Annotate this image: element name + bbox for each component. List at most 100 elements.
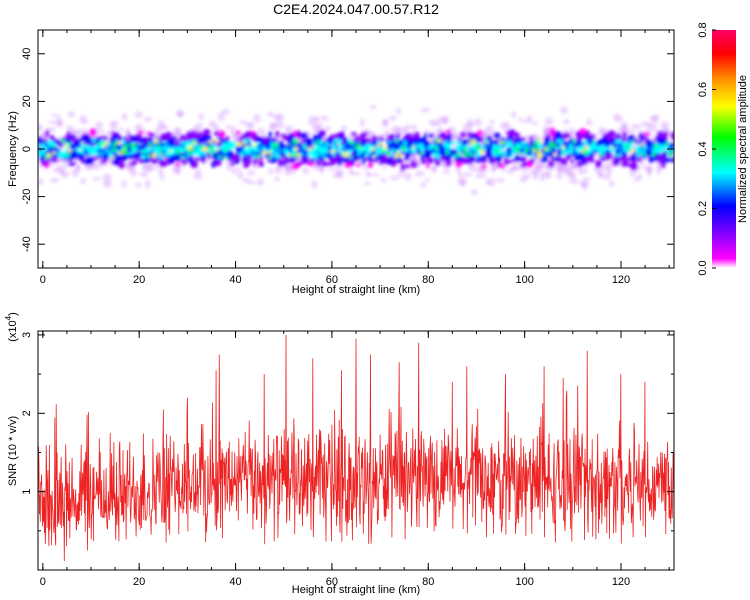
heatmap-cell [226, 124, 231, 131]
heatmap-cell [169, 154, 175, 163]
heatmap-cell [162, 125, 169, 130]
heatmap-cell [640, 142, 643, 147]
heatmap-cell [299, 152, 304, 156]
heatmap-cell [291, 163, 300, 170]
heatmap-cell [268, 167, 273, 175]
heatmap-cell [608, 180, 615, 188]
heatmap-cell [510, 143, 514, 147]
heatmap-cell [303, 149, 309, 154]
heatmap-cell [463, 139, 468, 145]
heatmap-cell [477, 136, 482, 142]
heatmap-cell [390, 153, 394, 157]
spectrum-ytick-label: -40 [21, 236, 33, 252]
heatmap-cell [401, 145, 406, 150]
heatmap-cell [214, 138, 220, 143]
heatmap-cell [446, 138, 451, 144]
heatmap-cell [108, 152, 113, 158]
heatmap-cell [123, 144, 128, 150]
heatmap-cell [80, 177, 87, 185]
heatmap-cell [611, 137, 617, 142]
heatmap-cell [226, 150, 233, 156]
heatmap-cell [447, 132, 452, 141]
snr-ticks: 0 20 40 60 80 100 120 1 2 3 [21, 331, 674, 588]
heatmap-cell [662, 151, 668, 158]
heatmap-cell [642, 135, 648, 141]
spectrum-xtick-label: 20 [133, 274, 145, 286]
heatmap-cell [420, 181, 427, 188]
heatmap-cell [375, 155, 380, 160]
heatmap-cell [131, 147, 136, 151]
heatmap-cell [58, 120, 63, 128]
heatmap-cell [572, 139, 576, 144]
heatmap-cell [129, 168, 137, 177]
heatmap-cell [95, 121, 103, 128]
heatmap-cell [478, 168, 485, 173]
heatmap-cell [476, 156, 482, 161]
heatmap-cell [510, 111, 517, 118]
heatmap-cell [230, 161, 235, 167]
heatmap-cell [410, 160, 417, 169]
heatmap-cell [542, 142, 548, 147]
heatmap-cell [315, 159, 321, 167]
heatmap-cell [267, 156, 273, 159]
heatmap-cell [647, 167, 652, 177]
colorbar-ticks: 0.0 0.2 0.4 0.6 0.8 [697, 22, 716, 276]
heatmap-cell [513, 159, 520, 166]
heatmap-cell [312, 145, 316, 149]
heatmap-cell [504, 157, 509, 166]
spectrum-xtick-label: 60 [326, 274, 338, 286]
heatmap-cell [354, 147, 358, 150]
heatmap-cell [118, 141, 122, 145]
heatmap-cell [155, 148, 160, 152]
heatmap-cell [367, 162, 374, 168]
spectrum-ytick-label: -20 [21, 189, 33, 205]
heatmap-cell [38, 163, 43, 168]
heatmap-cell [584, 146, 589, 150]
heatmap-cell [593, 145, 597, 149]
snr-xtick-label: 80 [422, 576, 434, 588]
heatmap-cell [388, 134, 394, 141]
heatmap-cell [245, 145, 249, 148]
heatmap-cell [149, 133, 155, 137]
heatmap-cell [221, 108, 230, 115]
heatmap-cell [543, 138, 548, 143]
heatmap-cell [92, 162, 101, 171]
heatmap-cell [604, 154, 613, 160]
heatmap-cell [562, 149, 570, 154]
spectrum-ytick-label: 0 [21, 146, 33, 152]
heatmap-cell [136, 143, 140, 147]
heatmap-cell [592, 140, 596, 143]
heatmap-cell [646, 148, 653, 157]
heatmap-cell [99, 129, 105, 135]
heatmap-cell [545, 148, 552, 152]
heatmap-cell [569, 178, 579, 185]
heatmap-cell [496, 178, 506, 183]
heatmap-cell [532, 133, 539, 143]
heatmap-cell [537, 154, 542, 159]
heatmap-cell [649, 115, 658, 121]
heatmap-cell [455, 160, 463, 168]
heatmap-cell [352, 148, 359, 156]
heatmap-cell [670, 157, 674, 163]
heatmap-cell [102, 173, 112, 183]
heatmap-cell [189, 157, 195, 165]
heatmap-cell [137, 130, 143, 135]
heatmap-cell [582, 182, 588, 191]
heatmap-cell [111, 134, 119, 140]
heatmap-cell [566, 172, 577, 177]
spectrum-xtick-label: 100 [515, 274, 533, 286]
snr-xtick-label: 20 [133, 576, 145, 588]
heatmap-cell [318, 168, 325, 173]
heatmap-cell [225, 136, 230, 141]
colorbar-label: Normalized spectral amplitude [737, 75, 749, 223]
heatmap-cell [651, 152, 656, 157]
heatmap-cell [218, 130, 226, 138]
heatmap-cell [296, 129, 301, 137]
heatmap-cell [410, 148, 417, 154]
heatmap-cell [506, 150, 512, 158]
heatmap-cell [481, 174, 486, 178]
heatmap-cell [495, 154, 502, 163]
heatmap-cell [569, 144, 573, 148]
heatmap-cell [157, 169, 165, 175]
heatmap-cell [518, 117, 523, 122]
